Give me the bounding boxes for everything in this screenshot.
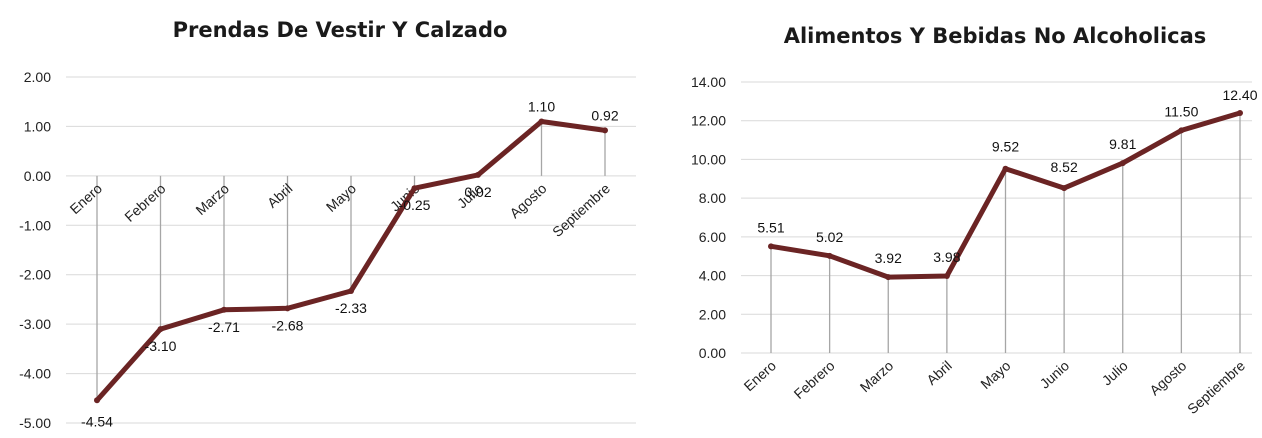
data-label: 9.52	[992, 139, 1019, 155]
x-category-label: Septiembre	[549, 180, 613, 240]
y-tick-label: 14.00	[691, 74, 726, 90]
data-label: 1.10	[528, 98, 555, 114]
data-point	[826, 252, 833, 259]
data-point	[284, 305, 291, 312]
data-point	[1237, 109, 1243, 116]
x-category-label: Agosto	[506, 180, 549, 221]
data-point	[475, 171, 481, 178]
data-point	[94, 397, 100, 404]
x-category-label: Junio	[1037, 357, 1073, 391]
data-label: -2.71	[208, 319, 240, 335]
data-label: 11.50	[1164, 103, 1198, 119]
data-point	[1178, 127, 1185, 134]
data-label: -2.33	[335, 300, 367, 316]
x-category-label: Mayo	[323, 180, 359, 215]
data-point	[943, 272, 950, 279]
data-label: 12.40	[1222, 87, 1257, 103]
x-category-label: Febrero	[121, 180, 168, 225]
data-label: 9.81	[1109, 136, 1136, 152]
x-category-label: Marzo	[192, 180, 232, 218]
chart-prendas: Prendas De Vestir Y Calzado 2.00 1.00 0.00…	[19, 18, 636, 431]
y-tick-label: -4.00	[19, 366, 51, 382]
y-tick-label: -3.00	[19, 316, 51, 332]
x-category-label: Abril	[923, 357, 955, 388]
data-point	[885, 274, 892, 281]
data-label: 5.51	[757, 219, 784, 235]
data-label: 5.02	[816, 229, 843, 245]
data-point	[538, 118, 545, 125]
data-label: 0.02	[464, 184, 491, 200]
data-label: 3.98	[933, 249, 960, 265]
x-category-label: Septiembre	[1184, 357, 1248, 417]
data-point	[602, 127, 608, 134]
x-category-label: Enero	[741, 357, 780, 394]
x-category-label: Mayo	[977, 357, 1013, 392]
data-point	[221, 306, 227, 313]
y-tick-label: 0.00	[699, 345, 726, 361]
x-category-label: Enero	[67, 180, 106, 217]
data-point	[157, 326, 164, 333]
data-label: 8.52	[1051, 159, 1078, 175]
data-point	[1119, 160, 1126, 167]
y-tick-label: 0.00	[24, 168, 51, 184]
data-point	[768, 243, 774, 250]
data-point	[411, 185, 418, 192]
data-label: 0.92	[591, 107, 618, 123]
x-category-label: Julio	[1099, 357, 1131, 388]
y-tick-label: 4.00	[699, 268, 726, 284]
y-tick-label: -1.00	[19, 217, 51, 233]
x-category-label: Abril	[264, 180, 296, 211]
y-tick-label: 2.00	[24, 69, 51, 85]
y-tick-label: -2.00	[19, 267, 51, 283]
data-point	[1061, 185, 1068, 192]
data-label: -0.25	[399, 197, 431, 213]
y-tick-label: 12.00	[691, 113, 726, 129]
y-tick-label: -5.00	[19, 415, 51, 431]
chart-title: Alimentos Y Bebidas No Alcoholicas	[784, 24, 1207, 48]
data-label: -4.54	[81, 413, 113, 429]
chart-title: Prendas De Vestir Y Calzado	[173, 18, 508, 42]
y-tick-label: 1.00	[24, 118, 51, 134]
x-category-label: Marzo	[857, 357, 897, 395]
data-label: 3.92	[875, 250, 902, 266]
chart-alimentos: Alimentos Y Bebidas No Alcoholicas 14.00…	[691, 24, 1258, 417]
data-label: -3.10	[145, 338, 177, 354]
y-tick-label: 10.00	[691, 151, 726, 167]
x-category-label: Febrero	[790, 357, 837, 402]
data-point	[348, 288, 354, 295]
data-point	[1002, 165, 1009, 172]
y-tick-label: 2.00	[699, 306, 726, 322]
y-tick-label: 6.00	[699, 229, 726, 245]
y-tick-label: 8.00	[699, 190, 726, 206]
data-label: -2.68	[272, 317, 304, 333]
x-category-label: Agosto	[1146, 357, 1189, 398]
